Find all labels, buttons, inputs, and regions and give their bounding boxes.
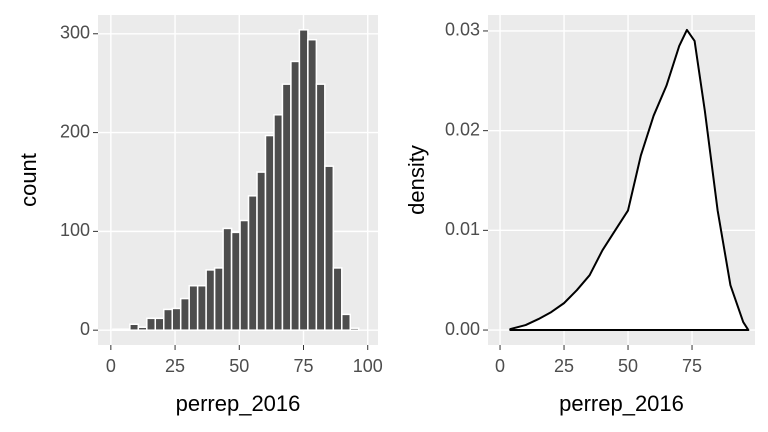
bar	[273, 114, 284, 331]
bar	[213, 267, 224, 331]
bar	[154, 317, 165, 331]
bar	[332, 267, 343, 331]
bar	[315, 83, 326, 331]
y-axis-title: density	[404, 145, 429, 215]
y-tick-label: 200	[60, 121, 90, 141]
y-tick-label: 0.02	[445, 119, 480, 139]
y-tick-label: 0	[80, 319, 90, 339]
x-tick-label: 75	[293, 356, 313, 376]
density-area	[509, 28, 750, 332]
bar	[281, 83, 292, 331]
bar	[171, 307, 182, 331]
bar	[129, 323, 140, 331]
bar	[188, 284, 199, 331]
y-axis-title: count	[16, 153, 41, 207]
bar	[247, 195, 258, 331]
x-tick-label: 0	[106, 356, 116, 376]
y-tick-label: 300	[60, 23, 90, 43]
bar	[205, 269, 216, 331]
bar	[349, 327, 360, 331]
bar	[324, 165, 335, 331]
bar	[163, 308, 173, 331]
x-tick-label: 50	[229, 356, 249, 376]
bar	[112, 328, 123, 331]
x-axis-title: perrep_2016	[176, 391, 301, 416]
x-tick-label: 25	[554, 356, 574, 376]
bar	[307, 38, 318, 331]
bar	[137, 326, 148, 331]
bar	[230, 231, 241, 331]
y-tick-label: 0.00	[445, 319, 480, 339]
x-axis-title: perrep_2016	[559, 391, 684, 416]
y-tick-label: 0.01	[445, 219, 480, 239]
bar	[120, 328, 131, 331]
x-tick-label: 75	[682, 356, 702, 376]
bar	[341, 313, 352, 331]
y-tick-label: 100	[60, 220, 90, 240]
bar	[256, 171, 267, 331]
x-tick-label: 0	[495, 356, 505, 376]
bar	[264, 134, 275, 331]
bar	[298, 29, 309, 331]
y-tick-label: 0.03	[445, 20, 480, 40]
bar	[179, 297, 190, 331]
bar	[290, 60, 301, 331]
bar	[222, 227, 233, 331]
x-tick-label: 25	[165, 356, 185, 376]
bar	[239, 219, 250, 331]
x-tick-label: 100	[353, 356, 383, 376]
x-tick-label: 50	[618, 356, 638, 376]
bar	[146, 317, 157, 331]
bar	[196, 284, 207, 331]
